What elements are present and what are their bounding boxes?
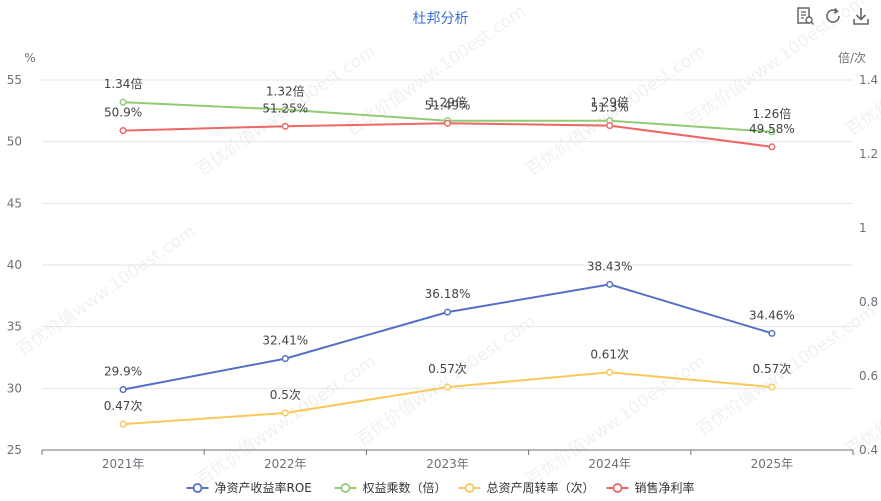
y-right-tick-label: 1.4 [859, 73, 878, 87]
data-label: 36.18% [425, 287, 471, 301]
x-tick-label: 2025年 [751, 457, 794, 471]
y-left-tick-label: 50 [7, 135, 22, 149]
legend-swatch-marker [464, 483, 475, 493]
data-point [443, 119, 452, 127]
legend-item-label: 权益乘数（倍） [363, 480, 447, 495]
y-right-unit: 倍/次 [838, 50, 866, 65]
data-point [119, 420, 127, 428]
y-left-tick-label: 30 [7, 381, 22, 395]
data-label: 32.41% [262, 334, 308, 348]
download-icon[interactable] [851, 6, 871, 26]
y-right-tick-label: 1.2 [859, 147, 878, 161]
data-point [281, 106, 289, 114]
data-label: 34.46% [749, 308, 795, 322]
refresh-icon[interactable] [823, 6, 843, 26]
data-view-icon[interactable] [795, 6, 815, 26]
data-point [443, 308, 452, 316]
data-label: 0.57次 [428, 362, 467, 376]
data-label: 0.5次 [270, 388, 301, 402]
data-point [281, 355, 289, 363]
data-point [119, 386, 127, 394]
data-label: 38.43% [587, 259, 633, 273]
x-tick-label: 2023年 [426, 457, 469, 471]
data-label: 51.49% [425, 98, 471, 112]
data-label: 0.47次 [104, 399, 143, 413]
data-point [119, 127, 127, 135]
data-point [768, 128, 776, 136]
data-label: 29.9% [104, 365, 142, 379]
data-point [606, 122, 614, 130]
data-point [768, 329, 776, 337]
data-label: 1.34倍 [104, 76, 143, 91]
chart-toolbar [795, 6, 871, 26]
data-label: 49.58% [749, 122, 795, 136]
x-tick-label: 2021年 [102, 457, 145, 471]
legend-item-label: 总资产周转率（次） [487, 480, 595, 495]
series-line-3 [123, 371, 772, 426]
legend-item-label: 销售净利率 [635, 480, 695, 495]
data-point [119, 98, 127, 106]
y-left-tick-label: 35 [7, 320, 22, 334]
legend-swatch-marker [192, 483, 203, 493]
x-tick-label: 2022年 [264, 457, 307, 471]
y-left-tick-label: 25 [7, 443, 22, 457]
legend-swatch-marker [340, 483, 351, 493]
data-label: 0.61次 [590, 347, 629, 361]
data-label: 50.9% [104, 106, 142, 120]
data-point [606, 368, 614, 376]
y-right-tick-label: 0.4 [859, 443, 878, 457]
chart-title: 杜邦分析 [412, 11, 469, 27]
data-point [768, 383, 776, 391]
y-right-tick-label: 0.6 [859, 369, 878, 383]
data-label: 0.57次 [753, 362, 792, 376]
data-point [281, 122, 289, 130]
data-label: 51.25% [262, 101, 308, 115]
data-label: 1.26倍 [753, 106, 792, 121]
data-label: 51.3% [591, 101, 629, 115]
legend-item-label: 净资产收益率ROE [215, 480, 312, 495]
data-point [281, 409, 289, 417]
y-left-unit: % [24, 51, 35, 65]
data-label: 1.32倍 [266, 84, 305, 99]
data-label: 1.29倍 [590, 95, 629, 110]
data-point [443, 383, 452, 391]
data-point [606, 280, 614, 288]
data-point [768, 143, 776, 151]
y-right-tick-label: 1 [859, 221, 867, 235]
data-label: 1.29倍 [428, 95, 467, 110]
x-tick-label: 2024年 [588, 457, 631, 471]
y-left-tick-label: 55 [7, 73, 22, 87]
legend-swatch-marker [612, 483, 623, 493]
y-right-tick-label: 0.8 [859, 295, 878, 309]
y-left-tick-label: 40 [7, 258, 22, 272]
y-left-tick-label: 45 [7, 196, 22, 210]
